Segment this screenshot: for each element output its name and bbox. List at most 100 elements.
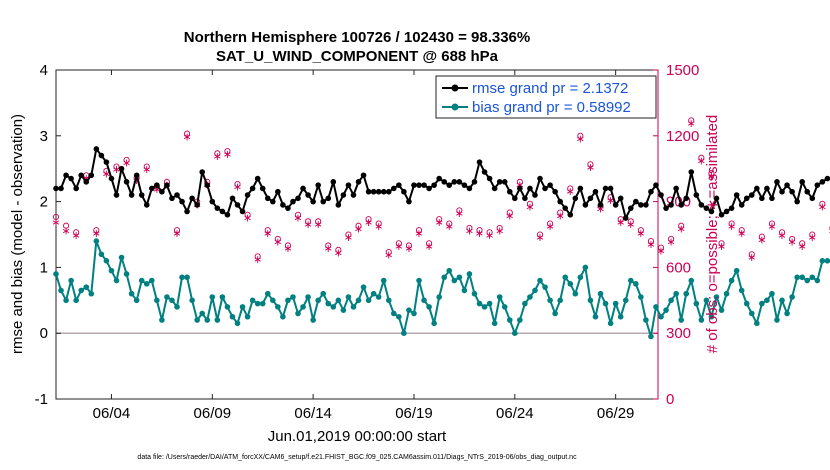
bias-data-point bbox=[93, 238, 100, 244]
bias-data-point bbox=[784, 310, 790, 317]
obs-possible-point bbox=[325, 242, 332, 249]
obs-assimilated-point: ∗ bbox=[152, 183, 161, 196]
bias-data-point bbox=[446, 267, 453, 274]
obs-assimilated-point: ∗ bbox=[72, 229, 81, 242]
obs-possible-point bbox=[264, 227, 271, 234]
bias-data-point bbox=[648, 333, 654, 340]
rmse-data-point bbox=[607, 185, 614, 192]
obs-assimilated-point: ∗ bbox=[424, 240, 433, 253]
rmse-data-point bbox=[552, 188, 558, 195]
rmse-data-point bbox=[350, 192, 357, 198]
bias-data-point bbox=[638, 294, 644, 300]
bias-data-point bbox=[779, 297, 785, 304]
obs-assimilated-point: ∗ bbox=[182, 130, 191, 143]
bias-data-point bbox=[123, 271, 130, 277]
rmse-data-point bbox=[365, 188, 372, 195]
obs-assimilated-point: ∗ bbox=[656, 244, 665, 257]
rmse-data-point bbox=[738, 202, 745, 208]
rmse-data-point bbox=[113, 192, 120, 198]
x-tick-label: 06/29 bbox=[597, 405, 635, 422]
obs-possible-point bbox=[73, 229, 80, 236]
bias-data-point bbox=[754, 320, 760, 327]
left-axis-label: rmse and bias (model - observation) bbox=[9, 114, 26, 354]
bias-data-point bbox=[769, 290, 775, 297]
bias-data-point bbox=[824, 258, 830, 264]
bias-data-point bbox=[451, 277, 458, 284]
obs-possible-point bbox=[657, 244, 665, 251]
rmse-data-point bbox=[501, 179, 508, 185]
rmse-data-point bbox=[471, 179, 478, 185]
legend-rmse-marker bbox=[451, 84, 459, 92]
rmse-data-point bbox=[254, 175, 261, 182]
obs-assimilated-point: ∗ bbox=[646, 238, 655, 251]
bias-data-point bbox=[315, 297, 321, 304]
rmse-data-point bbox=[83, 179, 90, 185]
bias-data-point bbox=[280, 313, 286, 320]
bias-data-point bbox=[597, 290, 604, 297]
obs-assimilated-point: ∗ bbox=[445, 220, 454, 233]
rmse-data-point bbox=[713, 195, 720, 202]
bias-data-point bbox=[517, 317, 523, 323]
bias-data-point bbox=[633, 281, 639, 287]
obs-assimilated-point: ∗ bbox=[535, 231, 544, 244]
bias-data-point bbox=[466, 271, 473, 277]
obs-possible-point bbox=[63, 222, 70, 229]
series-layer bbox=[53, 146, 830, 340]
obs-assimilated-point: ∗ bbox=[172, 227, 181, 240]
obs-assimilated-point: ∗ bbox=[324, 242, 333, 255]
bias-data-point bbox=[708, 313, 715, 320]
rmse-data-point bbox=[567, 211, 574, 218]
bias-data-point bbox=[325, 300, 332, 307]
obs-possible-point bbox=[637, 227, 644, 234]
bias-data-point bbox=[567, 281, 574, 287]
obs-assimilated-point: ∗ bbox=[213, 150, 222, 163]
rmse-data-point bbox=[345, 182, 352, 188]
rmse-data-point bbox=[159, 188, 165, 195]
obs-assimilated-point: ∗ bbox=[596, 203, 605, 216]
obs-possible-point bbox=[143, 163, 150, 170]
obs-assimilated-point: ∗ bbox=[273, 236, 282, 249]
obs-assimilated-point: ∗ bbox=[334, 247, 343, 260]
rmse-data-point bbox=[633, 198, 639, 205]
bias-data-point bbox=[68, 277, 74, 284]
rmse-data-point bbox=[396, 182, 402, 188]
obs-assimilated-point: ∗ bbox=[354, 222, 363, 235]
obs-possible-point bbox=[627, 218, 634, 225]
rmse-data-point bbox=[164, 182, 170, 188]
rmse-data-point bbox=[411, 182, 417, 188]
obs-possible-point bbox=[113, 163, 120, 170]
right-tick-label: 600 bbox=[666, 259, 691, 276]
obs-assimilated-point: ∗ bbox=[344, 231, 353, 244]
obs-possible-point bbox=[173, 227, 181, 234]
bias-data-point bbox=[234, 320, 241, 327]
obs-possible-point bbox=[728, 220, 735, 227]
rmse-data-point bbox=[204, 182, 211, 188]
bias-data-point bbox=[244, 313, 251, 320]
obs-assimilated-point: ∗ bbox=[92, 227, 101, 240]
bias-data-point bbox=[174, 304, 180, 310]
obs-possible-point bbox=[335, 246, 342, 253]
rmse-data-point bbox=[103, 159, 110, 165]
rmse-data-point bbox=[199, 169, 206, 175]
bias-data-point bbox=[506, 317, 513, 323]
obs-possible-point bbox=[688, 117, 695, 124]
obs-possible-point bbox=[557, 209, 564, 216]
rmse-data-point bbox=[401, 188, 407, 195]
obs-assimilated-point: ∗ bbox=[253, 253, 262, 266]
rmse-data-point bbox=[754, 185, 760, 192]
bias-data-point bbox=[617, 313, 624, 320]
bias-data-point bbox=[491, 320, 498, 327]
obs-possible-point bbox=[244, 211, 251, 218]
obs-possible-point bbox=[698, 154, 705, 161]
rmse-data-point bbox=[68, 175, 74, 182]
obs-assimilated-point: ∗ bbox=[737, 227, 746, 240]
obs-assimilated-point: ∗ bbox=[525, 200, 534, 213]
bias-data-point bbox=[360, 284, 367, 290]
bias-data-point bbox=[612, 300, 619, 307]
bias-data-point bbox=[285, 297, 291, 304]
x-tick-label: 06/09 bbox=[194, 405, 232, 422]
rmse-data-point bbox=[733, 192, 740, 198]
obs-assimilated-point: ∗ bbox=[303, 218, 312, 231]
bias-data-point bbox=[577, 274, 584, 281]
